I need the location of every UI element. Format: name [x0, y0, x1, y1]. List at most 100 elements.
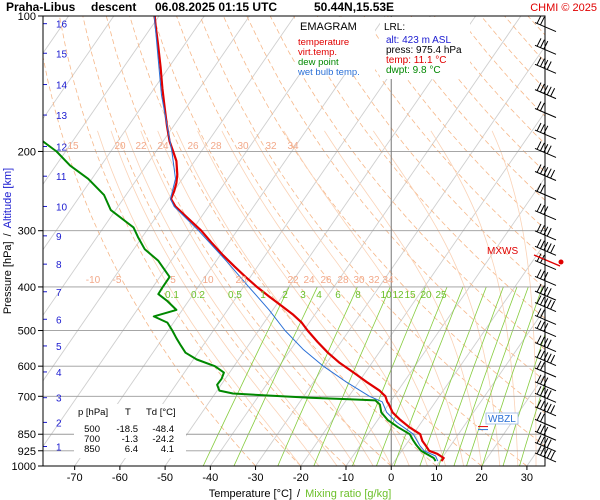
isotherm-line — [209, 16, 522, 466]
pressure-tick-label-1000: 1000 — [12, 461, 36, 473]
altitude-tick-label-12: 12 — [56, 143, 68, 154]
credit-label: CHMI © 2025 — [530, 2, 597, 14]
sounding-coords: 50.44N,15.53E — [314, 0, 394, 14]
wind-barb-feather — [539, 321, 545, 331]
wind-barb-feather — [550, 405, 556, 414]
dry-adiabat-line — [575, 16, 600, 466]
isotherm-label-lower: 5 — [170, 275, 176, 286]
table-row-850-p: 850 — [84, 444, 100, 455]
altitude-tick-label-5: 5 — [56, 342, 62, 353]
dry-adiabat-line — [410, 16, 545, 173]
y-axis-label: Pressure [hPa] / Altitude [km] — [2, 168, 14, 314]
dry-adiabat-line — [105, 16, 392, 466]
wind-barb-feather — [543, 167, 549, 176]
chart-labels: 1002003004005006007008509251000123456789… — [12, 11, 534, 484]
isotherm-label-lower: 28 — [337, 275, 349, 286]
wind-barb-feather — [539, 39, 545, 48]
table-row-700-p: 700 — [84, 434, 100, 445]
pressure-tick-label-700: 700 — [18, 391, 36, 403]
wind-barb — [534, 239, 557, 256]
wind-barb-feather — [543, 437, 549, 447]
lrl-dwpt: dwpt: 9.8 °C — [386, 65, 441, 76]
wind-barb-feather — [550, 244, 556, 254]
altitude-tick-label-15: 15 — [56, 49, 68, 60]
lrl-background — [380, 17, 470, 79]
wind-barb-feather — [539, 225, 545, 234]
altitude-tick-label-14: 14 — [56, 81, 68, 92]
mixing-ratio-line — [352, 286, 426, 466]
mixing-ratio-line — [313, 286, 391, 466]
mixing-ratio-label: 15 — [404, 290, 416, 301]
altitude-tick-label-6: 6 — [56, 315, 62, 326]
background-lines — [43, 16, 600, 466]
altitude-tick-label-8: 8 — [56, 260, 62, 271]
pressure-tick-label-200: 200 — [18, 146, 36, 158]
isotherm-line — [43, 16, 250, 317]
wind-barb-feather — [536, 435, 542, 444]
isotherm-line — [572, 16, 600, 466]
isotherm-label-lower: 22 — [287, 275, 299, 286]
altitude-tick-label-10: 10 — [56, 202, 68, 213]
wind-barb-feather — [539, 413, 545, 423]
wind-barb-feather — [539, 362, 545, 371]
mxws-barb — [533, 254, 561, 267]
isotherm-label-lower: 26 — [320, 275, 332, 286]
wind-barb-feather — [539, 309, 545, 319]
lrl-temp: temp: 11.1 °C — [386, 55, 447, 66]
table-header-p: p [hPa] — [78, 407, 108, 418]
wind-barb-feather — [536, 239, 542, 248]
wind-barb-feather — [550, 451, 556, 460]
legend-temperature: temperature — [298, 37, 349, 48]
wind-barb — [534, 295, 557, 313]
isotherm-label-lower: 10 — [202, 275, 214, 286]
wind-barb-feather — [536, 399, 542, 409]
series-lines — [43, 16, 445, 462]
dry-adiabat-line — [43, 54, 256, 466]
wind-barb-feather — [543, 388, 549, 398]
isotherm-label-lower: 34 — [382, 275, 394, 286]
isotherm-label-upper: 34 — [287, 141, 299, 152]
wind-barb-feather — [539, 184, 545, 194]
wind-barb-feather — [536, 335, 542, 344]
temperature-tick-label: 20 — [476, 472, 488, 484]
lrl-box: LRL: alt: 423 m ASL press: 975.4 hPa tem… — [380, 17, 470, 79]
wind-barb-feather — [539, 350, 545, 360]
wind-barb-feather — [536, 82, 542, 91]
wind-barb-feather — [546, 449, 552, 459]
isotherm-line — [255, 45, 545, 466]
moist-adiabat-line — [97, 130, 302, 466]
dry-adiabat-line — [316, 16, 545, 289]
legend-box — [295, 17, 375, 75]
altitude-tick-label-9: 9 — [56, 232, 62, 243]
lrl-press: press: 975.4 hPa — [386, 45, 462, 56]
isotherm-line — [436, 307, 545, 466]
wind-barb-feather — [536, 203, 542, 212]
isotherm-line — [43, 16, 296, 382]
temperature-tick-label: 30 — [521, 472, 533, 484]
levels-table: p [hPa] T Td [°C] 500 -18.5 -48.4 700 -1… — [74, 404, 186, 458]
moist-adiabat-line — [430, 130, 519, 466]
mixing-ratio-label: 0.2 — [191, 290, 205, 301]
wind-barb-feather — [539, 204, 545, 214]
wind-barb-feather — [539, 436, 545, 446]
altitude-tick-label-13: 13 — [56, 111, 68, 122]
isotherm-line — [119, 16, 431, 466]
dry-adiabat-line — [527, 16, 545, 36]
mixing-ratio-label: 0.1 — [165, 290, 179, 301]
y-axis-label-pressure: Pressure [hPa] — [2, 241, 14, 314]
isotherm-line — [74, 16, 386, 466]
isotherm-line — [345, 176, 545, 466]
dry-adiabat-line — [551, 16, 600, 466]
wind-barb-feather — [546, 299, 552, 308]
mixing-ratio-label: 4 — [316, 290, 322, 301]
temperature-tick-label: -10 — [338, 472, 354, 484]
isotherm-label-lower: -10 — [86, 275, 101, 286]
legend-virt-temp: virt.temp. — [298, 47, 337, 58]
isotherm-label-lower: -5 — [113, 275, 122, 286]
table-header-td: Td [°C] — [146, 407, 176, 418]
isotherm-label-upper: 15 — [67, 141, 79, 152]
wind-barb-feather — [543, 298, 549, 307]
mixing-ratio-label: 12 — [392, 290, 404, 301]
